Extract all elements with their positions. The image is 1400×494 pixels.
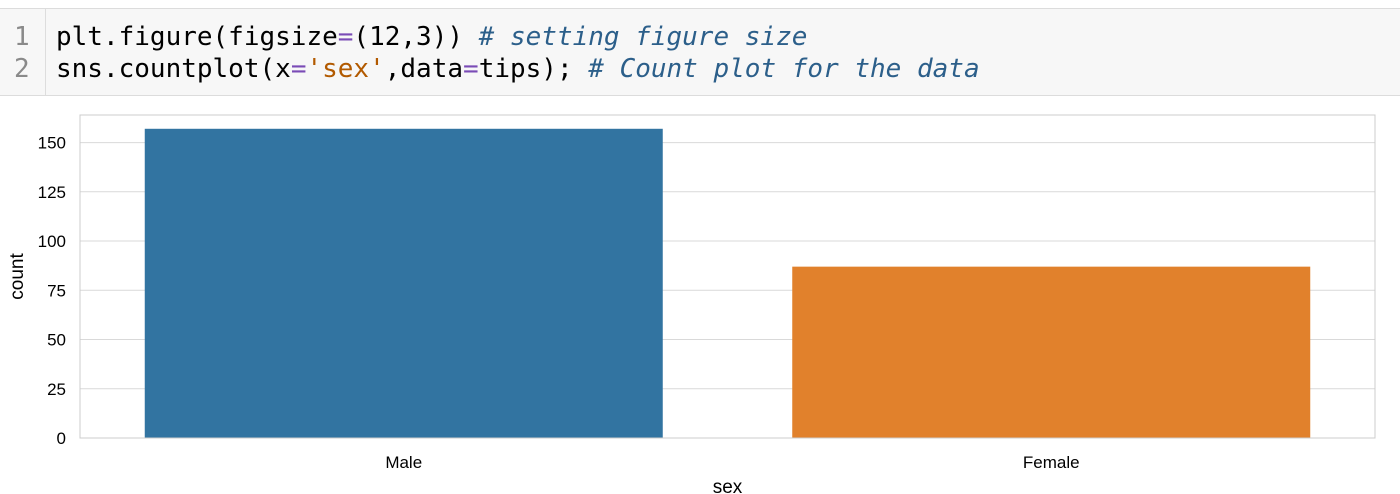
- x-axis-label: sex: [713, 477, 743, 494]
- code-token: tips);: [478, 54, 573, 84]
- x-tick-label: Female: [1023, 453, 1080, 472]
- operator-token: =: [290, 54, 307, 84]
- x-tick-labels: Male Female: [385, 453, 1079, 472]
- y-tick-label: 150: [38, 134, 66, 153]
- y-tick-labels: 0 25 50 75 100 125 150: [38, 134, 66, 448]
- y-tick-label: 125: [38, 183, 66, 202]
- y-tick-label: 0: [57, 429, 66, 448]
- line-number: 1: [14, 22, 30, 52]
- code-line-1[interactable]: plt.figure(figsize=(12,3)) # setting fig…: [56, 21, 807, 53]
- plot-frame: [79, 114, 1376, 439]
- y-axis-label: count: [7, 253, 28, 300]
- code-token: plt.figure(figsize: [56, 22, 338, 52]
- operator-token: =: [463, 54, 479, 84]
- line-number-gutter: 1 2: [0, 9, 46, 95]
- y-tick-label: 100: [38, 232, 66, 251]
- bars: [144, 128, 1311, 438]
- y-tick-label: 25: [47, 380, 66, 399]
- code-cell[interactable]: 1 2 plt.figure(figsize=(12,3)) # setting…: [0, 8, 1400, 96]
- line-number: 2: [14, 54, 30, 84]
- operator-token: =: [337, 22, 354, 52]
- bar-male: [144, 128, 663, 438]
- y-tick-label: 50: [47, 331, 66, 350]
- string-token: 'sex': [306, 54, 385, 84]
- code-token: sns.countplot(x: [56, 54, 291, 84]
- comment-token: # setting figure size: [463, 22, 808, 52]
- bar-female: [792, 266, 1311, 438]
- code-line-2[interactable]: sns.countplot(x='sex',data=tips); # Coun…: [56, 53, 980, 85]
- code-token: (12,3)): [353, 22, 463, 52]
- code-token: ,data: [384, 54, 464, 84]
- y-tick-label: 75: [47, 281, 66, 300]
- x-tick-label: Male: [385, 453, 422, 472]
- count-plot: 0 25 50 75 100 125 150 Male Female count sex: [7, 114, 1376, 494]
- comment-token: # Count plot for the data: [572, 54, 980, 84]
